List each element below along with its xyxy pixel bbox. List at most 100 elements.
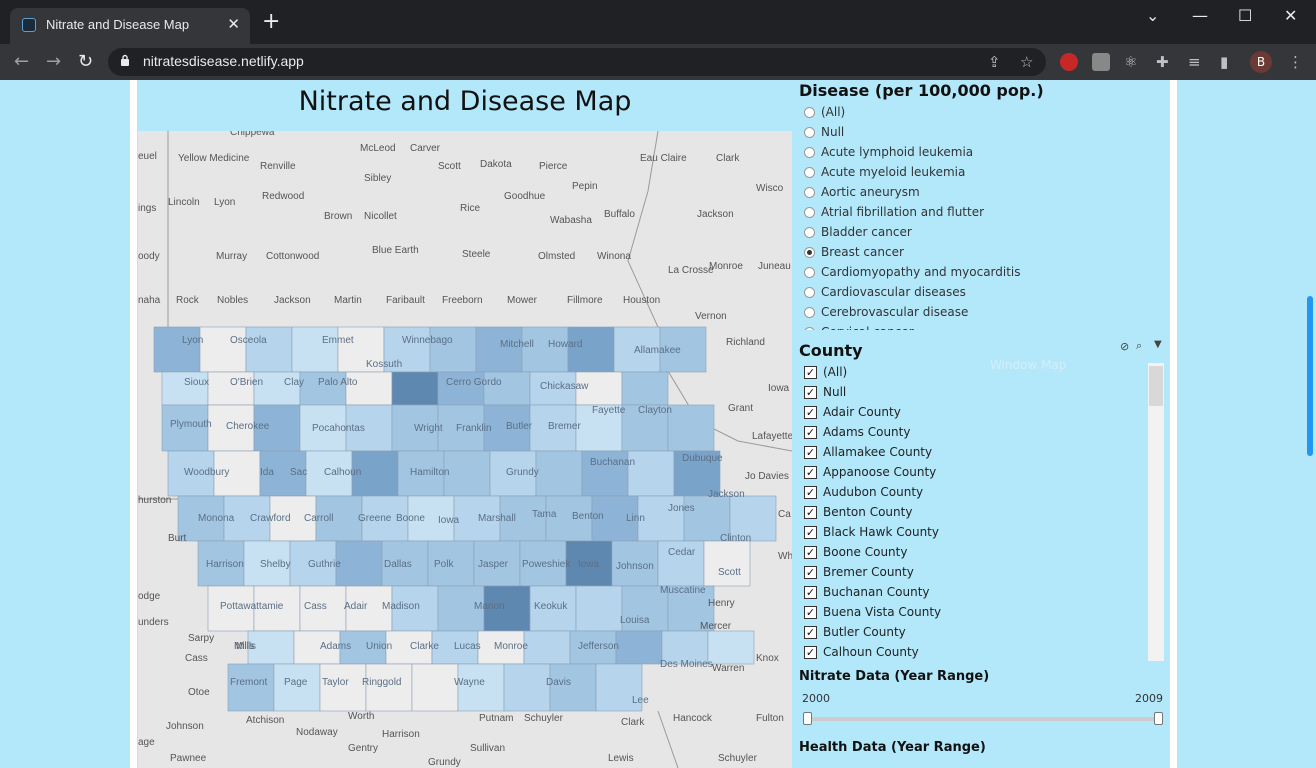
county-scroll-thumb[interactable] — [1149, 366, 1163, 406]
county-shape[interactable] — [673, 450, 721, 497]
county-option[interactable]: ✓ Benton County — [804, 502, 912, 522]
share-icon[interactable]: ⇪ — [988, 53, 1001, 71]
county-shape[interactable] — [411, 663, 459, 712]
county-shape[interactable] — [207, 371, 255, 406]
radio-button[interactable] — [804, 226, 815, 238]
county-shape[interactable] — [361, 495, 409, 542]
county-shape[interactable] — [611, 540, 659, 587]
disease-option[interactable]: Cervical cancer — [804, 322, 914, 330]
county-shape[interactable] — [581, 450, 629, 497]
county-shape[interactable] — [385, 630, 433, 665]
radio-button[interactable] — [804, 206, 815, 218]
county-shape[interactable] — [213, 450, 261, 497]
county-shape[interactable] — [289, 540, 337, 587]
county-shape[interactable] — [391, 371, 439, 406]
close-window-button[interactable]: ✕ — [1284, 6, 1298, 25]
county-shape[interactable] — [621, 585, 669, 632]
county-shape[interactable] — [703, 540, 751, 587]
checkbox[interactable]: ✓ — [804, 565, 817, 579]
county-option[interactable]: ✓ Butler County — [804, 622, 906, 642]
county-shape[interactable] — [443, 450, 491, 497]
county-shape[interactable] — [521, 326, 569, 373]
react-devtools-icon[interactable]: ⚛ — [1124, 53, 1138, 71]
choropleth-map[interactable]: Chippewa Yellow Medicine Renville McLeod Car… — [138, 131, 792, 768]
disease-option[interactable]: (All) — [804, 102, 845, 122]
disease-option[interactable]: Atrial fibrillation and flutter — [804, 202, 984, 222]
county-option[interactable]: ✓ Calhoun County — [804, 642, 919, 662]
county-shape[interactable] — [407, 495, 455, 542]
checkbox[interactable]: ✓ — [804, 505, 817, 519]
county-shape[interactable] — [437, 585, 485, 632]
county-shape[interactable] — [595, 663, 643, 712]
county-shape[interactable] — [335, 540, 383, 587]
side-panel-icon[interactable]: ▮ — [1220, 53, 1229, 71]
checkbox[interactable]: ✓ — [804, 405, 817, 419]
county-shape[interactable] — [177, 495, 225, 542]
county-shape[interactable] — [523, 630, 571, 665]
radio-button[interactable] — [804, 106, 815, 118]
profile-avatar[interactable]: B — [1250, 51, 1272, 73]
back-icon[interactable]: ← — [14, 51, 30, 72]
dropdown-caret-icon[interactable]: ▼ — [1154, 339, 1162, 350]
county-shape[interactable] — [273, 663, 321, 712]
county-shape[interactable] — [247, 630, 295, 665]
county-option[interactable]: ✓ Audubon County — [804, 482, 923, 502]
county-shape[interactable] — [429, 326, 477, 373]
county-shape[interactable] — [437, 371, 485, 406]
county-shape[interactable] — [253, 371, 301, 406]
county-shape[interactable] — [167, 450, 215, 497]
menu-kebab-icon[interactable]: ⋮ — [1288, 53, 1303, 71]
forward-icon[interactable]: → — [46, 51, 62, 72]
county-shape[interactable] — [661, 630, 709, 665]
county-shape[interactable] — [483, 585, 531, 632]
county-shape[interactable] — [565, 540, 613, 587]
radio-button[interactable] — [804, 326, 815, 330]
checkbox[interactable]: ✓ — [804, 545, 817, 559]
radio-button[interactable] — [804, 246, 815, 258]
county-shape[interactable] — [621, 371, 669, 406]
county-shape[interactable] — [473, 540, 521, 587]
new-tab-button[interactable]: + — [262, 9, 281, 34]
checkbox[interactable]: ✓ — [804, 485, 817, 499]
disease-option[interactable]: Acute lymphoid leukemia — [804, 142, 973, 162]
browser-tab[interactable]: Nitrate and Disease Map ✕ — [10, 8, 250, 44]
county-shape[interactable] — [305, 450, 353, 497]
disease-option[interactable]: Cardiovascular diseases — [804, 282, 966, 302]
tab-search-icon[interactable]: ⌄ — [1146, 6, 1160, 25]
nitrate-slider-track[interactable] — [806, 717, 1160, 721]
county-shape[interactable] — [315, 495, 363, 542]
county-shape[interactable] — [381, 540, 429, 587]
county-option[interactable]: ✓ Adams County — [804, 422, 910, 442]
county-shape[interactable] — [657, 540, 705, 587]
disease-option[interactable]: Null — [804, 122, 844, 142]
county-shape[interactable] — [575, 371, 623, 406]
county-shape[interactable] — [627, 450, 675, 497]
county-shape[interactable] — [199, 326, 247, 373]
county-option[interactable]: ✓ (All) — [804, 362, 847, 382]
maximize-button[interactable]: ☐ — [1238, 6, 1253, 25]
minimize-button[interactable]: — — [1192, 6, 1208, 25]
county-shape[interactable] — [529, 404, 577, 452]
checkbox[interactable]: ✓ — [804, 425, 817, 439]
search-icon[interactable]: ⌕ — [1136, 339, 1143, 352]
county-option[interactable]: ✓ Buena Vista County — [804, 602, 941, 622]
county-shape[interactable] — [575, 404, 623, 452]
county-shape[interactable] — [529, 585, 577, 632]
county-shape[interactable] — [365, 663, 413, 712]
disease-option[interactable]: Breast cancer — [804, 242, 904, 262]
county-shape[interactable] — [299, 404, 347, 452]
county-option[interactable]: ✓ Buchanan County — [804, 582, 930, 602]
county-option[interactable]: ✓ Appanoose County — [804, 462, 936, 482]
county-shape[interactable] — [299, 371, 347, 406]
county-option[interactable]: ✓ Black Hawk County — [804, 522, 939, 542]
county-shape[interactable] — [339, 630, 387, 665]
county-shape[interactable] — [489, 450, 537, 497]
county-option[interactable]: ✓ Adair County — [804, 402, 901, 422]
county-shape[interactable] — [319, 663, 367, 712]
county-shape[interactable] — [337, 326, 385, 373]
county-option[interactable]: ✓ Bremer County — [804, 562, 914, 582]
county-shape[interactable] — [431, 630, 479, 665]
extension-stop-icon[interactable] — [1060, 53, 1078, 71]
county-option[interactable]: ✓ Allamakee County — [804, 442, 932, 462]
checkbox[interactable]: ✓ — [804, 605, 817, 619]
